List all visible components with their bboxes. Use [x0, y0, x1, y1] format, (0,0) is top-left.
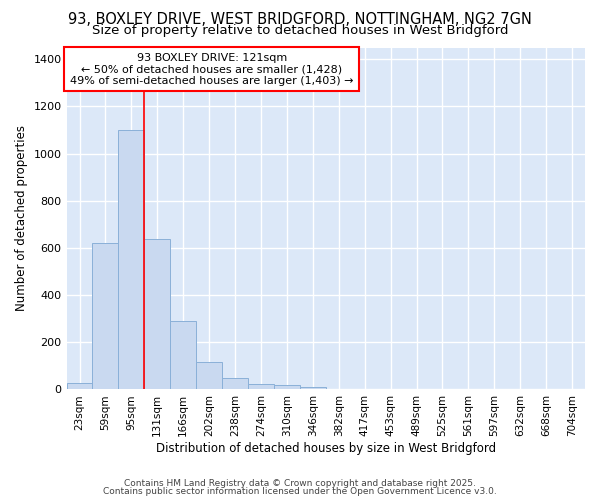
Bar [248, 384, 274, 390]
Text: Size of property relative to detached houses in West Bridgford: Size of property relative to detached ho… [92, 24, 508, 37]
Bar [145, 238, 170, 390]
Bar [92, 243, 118, 390]
Bar [274, 384, 300, 390]
Y-axis label: Number of detached properties: Number of detached properties [15, 126, 28, 312]
Bar [222, 378, 248, 390]
X-axis label: Distribution of detached houses by size in West Bridgford: Distribution of detached houses by size … [156, 442, 496, 455]
Text: Contains public sector information licensed under the Open Government Licence v3: Contains public sector information licen… [103, 487, 497, 496]
Bar [300, 386, 326, 390]
Bar [118, 130, 145, 390]
Bar [67, 383, 92, 390]
Bar [196, 362, 222, 390]
Bar [170, 321, 196, 390]
Text: 93 BOXLEY DRIVE: 121sqm
← 50% of detached houses are smaller (1,428)
49% of semi: 93 BOXLEY DRIVE: 121sqm ← 50% of detache… [70, 52, 353, 86]
Text: 93, BOXLEY DRIVE, WEST BRIDGFORD, NOTTINGHAM, NG2 7GN: 93, BOXLEY DRIVE, WEST BRIDGFORD, NOTTIN… [68, 12, 532, 28]
Text: Contains HM Land Registry data © Crown copyright and database right 2025.: Contains HM Land Registry data © Crown c… [124, 478, 476, 488]
